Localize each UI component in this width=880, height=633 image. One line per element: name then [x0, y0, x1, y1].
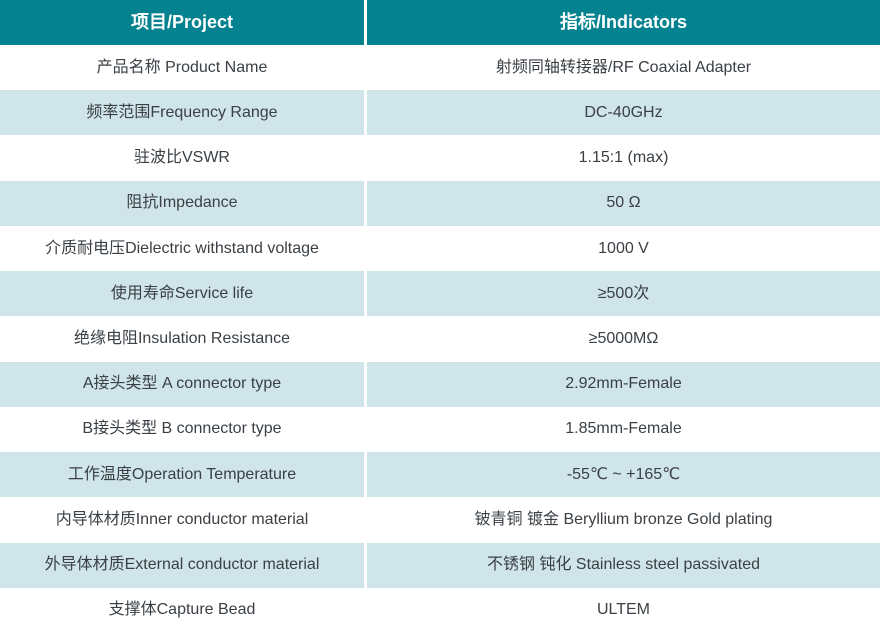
header-project-cell: 项目/Project	[130, 12, 234, 33]
indicator-cell: ≥500次	[364, 271, 880, 317]
project-cell: 阻抗Impedance	[126, 194, 238, 212]
table-row: 频率范围Frequency Range DC-40GHz	[0, 90, 880, 136]
project-cell: 使用寿命Service life	[110, 284, 254, 302]
indicator-cell: 不锈钢 钝化 Stainless steel passivated	[364, 542, 880, 588]
indicator-cell: 50 Ω	[364, 180, 880, 226]
project-cell: 产品名称 Product Name	[96, 58, 268, 76]
indicator-cell: -55℃ ~ +165℃	[364, 452, 880, 498]
project-cell: B接头类型 B connector type	[82, 420, 282, 438]
indicator-cell: ≥5000MΩ	[364, 316, 880, 362]
header-indicators-cell: 指标/Indicators	[364, 0, 880, 45]
indicator-cell: 2.92mm-Female	[364, 361, 880, 407]
indicator-cell: 1.85mm-Female	[364, 406, 880, 453]
table-row: 工作温度Operation Temperature -55℃ ~ +165℃	[0, 452, 880, 498]
project-cell: A接头类型 A connector type	[82, 375, 282, 393]
table-row: B接头类型 B connector type 1.85mm-Female	[0, 406, 880, 453]
indicator-cell: DC-40GHz	[364, 90, 880, 136]
table-row: 产品名称 Product Name 射频同轴转接器/RF Coaxial Ada…	[0, 45, 880, 91]
project-cell: 内导体材质Inner conductor material	[55, 510, 309, 528]
project-cell: 外导体材质External conductor material	[44, 556, 320, 574]
table-body: 产品名称 Product Name 射频同轴转接器/RF Coaxial Ada…	[0, 45, 880, 633]
indicator-cell: 射频同轴转接器/RF Coaxial Adapter	[364, 45, 880, 91]
table-row: 内导体材质Inner conductor material 铍青铜 镀金 Ber…	[0, 497, 880, 543]
table-row: 绝缘电阻Insulation Resistance ≥5000MΩ	[0, 316, 880, 362]
project-cell: 介质耐电压Dielectric withstand voltage	[45, 239, 319, 257]
indicator-cell: 1.15:1 (max)	[364, 135, 880, 181]
project-cell: 频率范围Frequency Range	[86, 103, 278, 121]
table-header-row: 项目/Project 指标/Indicators	[0, 0, 880, 45]
table-row: 介质耐电压Dielectric withstand voltage 1000 V	[0, 225, 880, 272]
table-row: 驻波比VSWR 1.15:1 (max)	[0, 135, 880, 181]
project-cell: 驻波比VSWR	[133, 149, 230, 167]
project-cell: 绝缘电阻Insulation Resistance	[73, 330, 291, 348]
indicator-cell: ULTEM	[364, 587, 880, 633]
table-row: 使用寿命Service life ≥500次	[0, 271, 880, 317]
table-row: 外导体材质External conductor material 不锈钢 钝化 …	[0, 542, 880, 588]
project-cell: 工作温度Operation Temperature	[67, 465, 297, 483]
project-cell: 支撑体Capture Bead	[108, 601, 256, 619]
table-row: 阻抗Impedance 50 Ω	[0, 180, 880, 226]
indicator-cell: 铍青铜 镀金 Beryllium bronze Gold plating	[364, 497, 880, 543]
indicator-cell: 1000 V	[364, 225, 880, 272]
table-row: A接头类型 A connector type 2.92mm-Female	[0, 361, 880, 407]
table-row: 支撑体Capture Bead ULTEM	[0, 587, 880, 633]
